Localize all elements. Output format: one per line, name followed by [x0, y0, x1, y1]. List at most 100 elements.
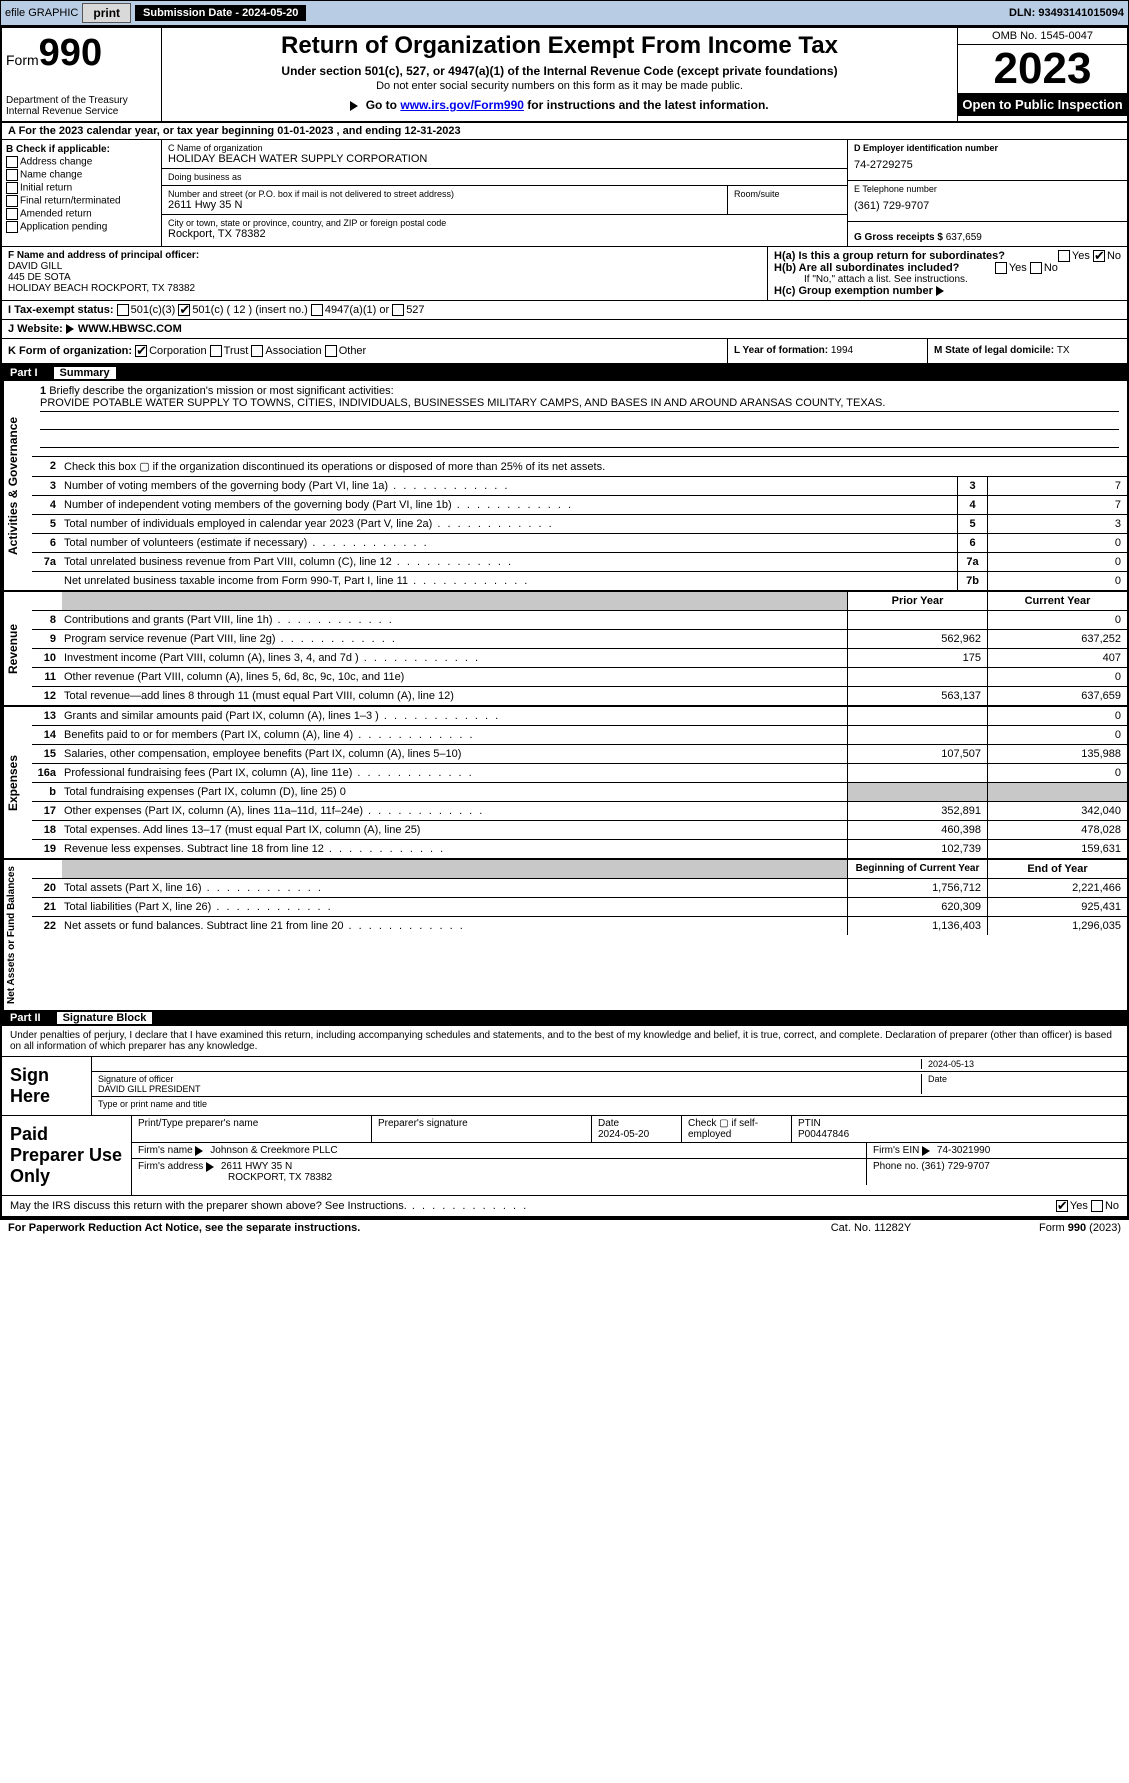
officer-info: F Name and address of principal officer:…: [2, 247, 767, 300]
line-10: 10Investment income (Part VIII, column (…: [32, 648, 1127, 667]
rev-body: Prior YearCurrent Year 8Contributions an…: [32, 592, 1127, 705]
sig-date-line: 2024-05-13: [92, 1057, 1127, 1072]
k-label: K Form of organization:: [8, 345, 132, 357]
exp-vlabel: Expenses: [2, 707, 32, 858]
org-name-cell: C Name of organization HOLIDAY BEACH WAT…: [162, 140, 847, 169]
sign-here-label: Sign Here: [2, 1057, 92, 1115]
revenue-section: Revenue Prior YearCurrent Year 8Contribu…: [2, 592, 1127, 707]
gross-receipts-value: 637,659: [946, 232, 982, 243]
prep-firm-addr-line: Firm's address 2611 HWY 35 NROCKPORT, TX…: [132, 1159, 1127, 1185]
officer-addr2: HOLIDAY BEACH ROCKPORT, TX 78382: [8, 283, 195, 294]
dba-label: Doing business as: [168, 172, 841, 182]
cb-corporation[interactable]: [135, 345, 147, 357]
website-value: WWW.HBWSC.COM: [78, 323, 182, 335]
na-header: Beginning of Current YearEnd of Year: [32, 860, 1127, 878]
form-title: Return of Organization Exempt From Incom…: [170, 32, 949, 60]
activities-governance-section: Activities & Governance 1 Briefly descri…: [2, 381, 1127, 592]
ag-vlabel: Activities & Governance: [2, 381, 32, 590]
form-number: Form990: [6, 32, 157, 75]
cb-amended-return[interactable]: Amended return: [6, 208, 157, 220]
cb-other[interactable]: [325, 345, 337, 357]
cb-address-change[interactable]: Address change: [6, 156, 157, 168]
line-6: 6Total number of volunteers (estimate if…: [32, 533, 1127, 552]
org-name-label: C Name of organization: [168, 143, 841, 153]
hb-note: If "No," attach a list. See instructions…: [774, 274, 1121, 285]
line-16a: 16aProfessional fundraising fees (Part I…: [32, 763, 1127, 782]
form-990: Form990 Department of the Treasury Inter…: [0, 26, 1129, 1218]
header-left: Form990 Department of the Treasury Inter…: [2, 28, 162, 121]
ein-label: D Employer identification number: [854, 143, 1121, 153]
cb-discuss-no[interactable]: [1091, 1200, 1103, 1212]
officer-name: DAVID GILL: [8, 261, 62, 272]
line-7b: Net unrelated business taxable income fr…: [32, 571, 1127, 590]
form-subtitle: Under section 501(c), 527, or 4947(a)(1)…: [170, 64, 949, 78]
expenses-section: Expenses 13Grants and similar amounts pa…: [2, 707, 1127, 860]
top-bar: efile GRAPHIC print Submission Date - 20…: [0, 0, 1129, 26]
tax-status-left: I Tax-exempt status: 501(c)(3) 501(c) ( …: [8, 304, 568, 316]
print-button[interactable]: print: [82, 3, 131, 23]
footer-cat: Cat. No. 11282Y: [771, 1222, 971, 1234]
prep-body: Print/Type preparer's name Preparer's si…: [132, 1116, 1127, 1195]
line-3: 3Number of voting members of the governi…: [32, 476, 1127, 495]
arrow-icon: [66, 324, 74, 334]
sign-here-row: Sign Here 2024-05-13 Signature of office…: [2, 1056, 1127, 1115]
submission-date: Submission Date - 2024-05-20: [135, 5, 306, 21]
cb-final-return[interactable]: Final return/terminated: [6, 195, 157, 207]
group-return-block: H(a) Is this a group return for subordin…: [767, 247, 1127, 300]
street-cell: Number and street (or P.O. box if mail i…: [162, 186, 727, 215]
arrow-icon: [936, 286, 944, 296]
ha-line: H(a) Is this a group return for subordin…: [774, 250, 1121, 262]
street-label: Number and street (or P.O. box if mail i…: [168, 189, 721, 199]
rev-vlabel: Revenue: [2, 592, 32, 705]
form-header: Form990 Department of the Treasury Inter…: [2, 28, 1127, 123]
goto-line: Go to www.irs.gov/Form990 for instructio…: [170, 98, 949, 112]
website-row: J Website: WWW.HBWSC.COM: [2, 320, 1127, 339]
dln: DLN: 93493141015094: [1009, 7, 1124, 19]
arrow-icon: [922, 1146, 930, 1156]
line-7a: 7aTotal unrelated business revenue from …: [32, 552, 1127, 571]
discuss-yes-no: Yes No: [1056, 1200, 1119, 1212]
prep-firm-name-line: Firm's name Johnson & Creekmore PLLC Fir…: [132, 1143, 1127, 1159]
na-body: Beginning of Current YearEnd of Year 20T…: [32, 860, 1127, 1010]
klm-row: K Form of organization: Corporation Trus…: [2, 339, 1127, 365]
open-to-public: Open to Public Inspection: [958, 93, 1127, 116]
cb-association[interactable]: [251, 345, 263, 357]
cb-discuss-yes[interactable]: [1056, 1200, 1068, 1212]
dba-cell: Doing business as: [162, 169, 847, 186]
arrow-icon: [206, 1162, 214, 1172]
header-right: OMB No. 1545-0047 2023 Open to Public In…: [957, 28, 1127, 121]
line-15: 15Salaries, other compensation, employee…: [32, 744, 1127, 763]
col-b-checkboxes: B Check if applicable: Address change Na…: [2, 140, 162, 246]
line-9: 9Program service revenue (Part VIII, lin…: [32, 629, 1127, 648]
cb-527[interactable]: [392, 304, 404, 316]
phone-cell: E Telephone number (361) 729-9707: [848, 181, 1127, 222]
cb-initial-return[interactable]: Initial return: [6, 182, 157, 194]
discuss-text: May the IRS discuss this return with the…: [10, 1200, 1056, 1212]
line-16b: bTotal fundraising expenses (Part IX, co…: [32, 782, 1127, 801]
cb-application-pending[interactable]: Application pending: [6, 221, 157, 233]
footer-form: Form 990 (2023): [971, 1222, 1121, 1234]
cb-name-change[interactable]: Name change: [6, 169, 157, 181]
officer-row: F Name and address of principal officer:…: [2, 247, 1127, 301]
arrow-icon: [350, 101, 358, 111]
m-state-domicile: M State of legal domicile: TX: [927, 339, 1127, 363]
col-d-e-g: D Employer identification number 74-2729…: [847, 140, 1127, 246]
part-i-header: Part I Summary: [2, 365, 1127, 381]
part-ii-num: Part II: [10, 1012, 41, 1024]
cb-trust[interactable]: [210, 345, 222, 357]
suite-label: Room/suite: [734, 189, 780, 199]
arrow-icon: [195, 1146, 203, 1156]
irs-link[interactable]: www.irs.gov/Form990: [400, 98, 524, 112]
line-4: 4Number of independent voting members of…: [32, 495, 1127, 514]
na-vlabel: Net Assets or Fund Balances: [2, 860, 32, 1010]
mission-line2: [40, 416, 1119, 430]
org-name: HOLIDAY BEACH WATER SUPPLY CORPORATION: [168, 153, 841, 165]
line-21: 21Total liabilities (Part X, line 26)620…: [32, 897, 1127, 916]
cb-4947[interactable]: [311, 304, 323, 316]
cb-501c3[interactable]: [117, 304, 129, 316]
cb-501c[interactable]: [178, 304, 190, 316]
mission-text: PROVIDE POTABLE WATER SUPPLY TO TOWNS, C…: [40, 397, 1119, 412]
part-i-num: Part I: [10, 367, 38, 379]
section-b-to-g: B Check if applicable: Address change Na…: [2, 140, 1127, 247]
officer-addr1: 445 DE SOTA: [8, 272, 71, 283]
